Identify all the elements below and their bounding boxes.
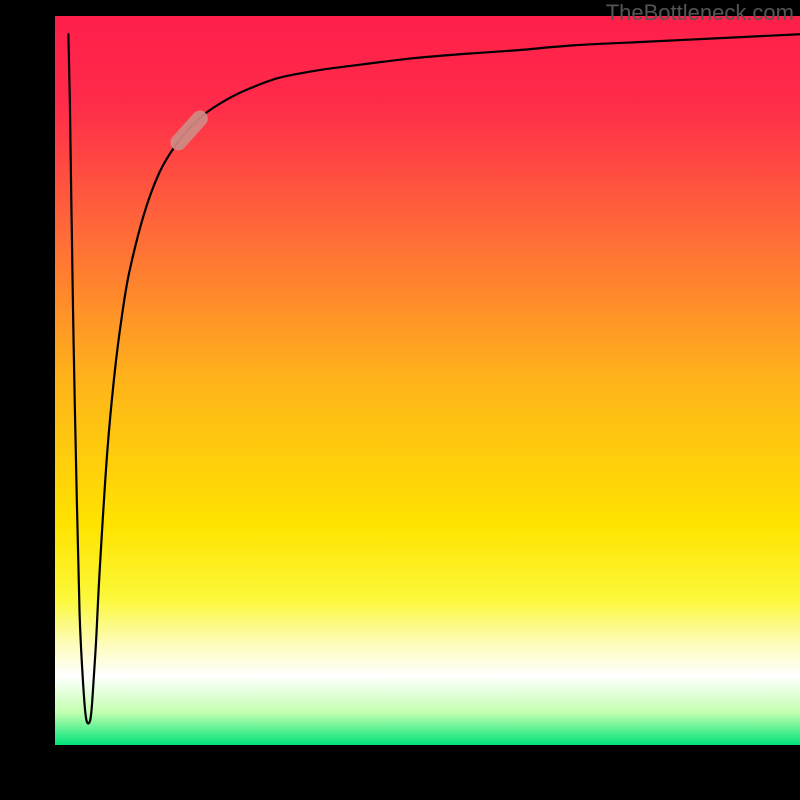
plot-curve-layer	[55, 16, 800, 745]
plot-area	[55, 16, 800, 745]
highlight-marker	[167, 107, 211, 153]
attribution-label: TheBottleneck.com	[606, 0, 794, 26]
